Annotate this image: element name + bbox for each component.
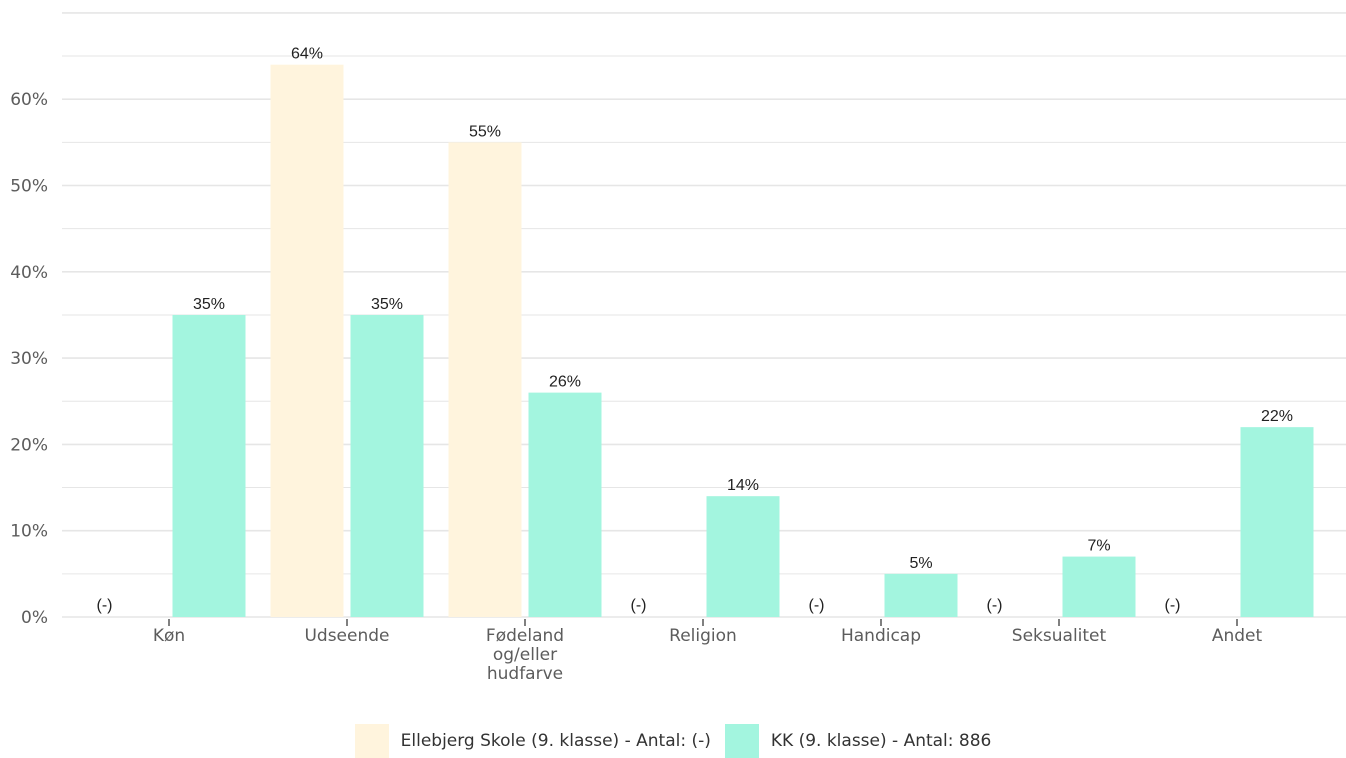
- data-label: (-): [987, 597, 1003, 614]
- y-tick-label: 60%: [10, 90, 48, 110]
- x-tick-label: Handicap: [841, 626, 921, 646]
- x-tick-label: Køn: [153, 626, 185, 646]
- chart-legend: Ellebjerg Skole (9. klasse) - Antal: (-)…: [0, 724, 1346, 758]
- data-label: (-): [1165, 597, 1181, 614]
- legend-label-school: Ellebjerg Skole (9. klasse) - Antal: (-): [400, 731, 711, 751]
- x-tick-label: hudfarve: [487, 664, 563, 684]
- data-label: 7%: [1087, 538, 1110, 555]
- data-label: 55%: [469, 123, 501, 140]
- bar: [350, 314, 424, 617]
- bar: [1240, 427, 1314, 617]
- y-tick-label: 0%: [21, 608, 48, 628]
- legend-swatch-kk: [724, 724, 759, 758]
- legend-item-school: Ellebjerg Skole (9. klasse) - Antal: (-): [354, 724, 711, 758]
- data-label: 26%: [549, 374, 581, 391]
- bar: [884, 573, 958, 617]
- data-label: (-): [631, 597, 647, 614]
- bar: [706, 496, 780, 617]
- x-tick-label: Fødeland: [486, 626, 564, 646]
- data-label: (-): [97, 597, 113, 614]
- bar: [448, 142, 522, 617]
- x-tick-label: Udseende: [304, 626, 389, 646]
- data-label: 64%: [291, 46, 323, 63]
- y-tick-label: 20%: [10, 435, 48, 455]
- bar-chart: 0% 10% 20% 30% 40% 50% 60% (-) 35% Køn 64% 35% Udsee…: [10, 12, 1346, 684]
- x-tick-label: Religion: [669, 626, 737, 646]
- data-label: 14%: [727, 477, 759, 494]
- x-tick-label: og/eller: [493, 645, 557, 665]
- data-label: 5%: [909, 555, 932, 572]
- legend-swatch-school: [354, 724, 389, 758]
- data-label: 22%: [1261, 408, 1293, 425]
- y-tick-label: 30%: [10, 349, 48, 369]
- data-label: 35%: [193, 296, 225, 313]
- y-tick-label: 10%: [10, 522, 48, 542]
- x-tick-label: Seksualitet: [1012, 626, 1107, 646]
- legend-label-kk: KK (9. klasse) - Antal: 886: [770, 731, 992, 751]
- legend-item-kk: KK (9. klasse) - Antal: 886: [724, 724, 992, 758]
- bar: [528, 392, 602, 617]
- bar: [172, 314, 246, 617]
- x-tick-label: Andet: [1212, 626, 1263, 646]
- y-tick-label: 50%: [10, 177, 48, 197]
- bar: [1062, 556, 1136, 617]
- data-label: (-): [809, 597, 825, 614]
- bar: [270, 64, 344, 618]
- y-tick-label: 40%: [10, 263, 48, 283]
- data-label: 35%: [371, 296, 403, 313]
